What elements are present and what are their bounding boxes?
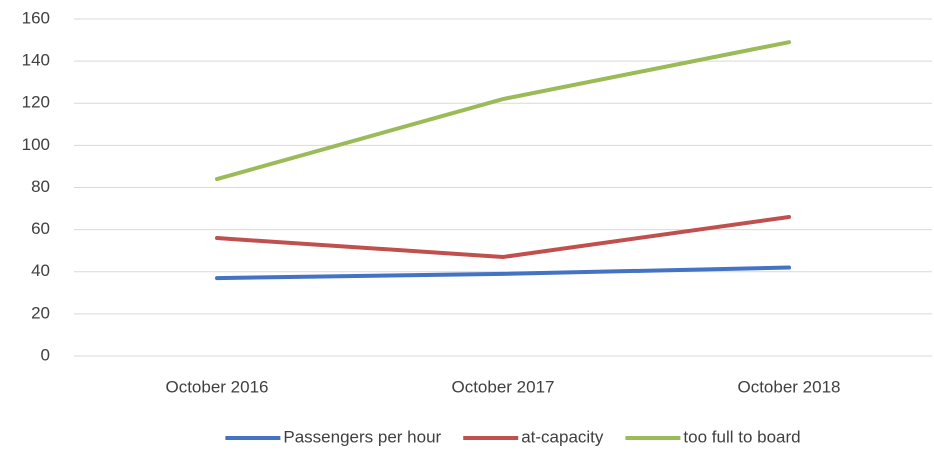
- y-tick-label: 40: [31, 261, 50, 280]
- data-line: [215, 40, 791, 182]
- x-tick-label: October 2017: [451, 377, 554, 396]
- legend-label: at-capacity: [521, 427, 604, 446]
- x-tick-label: October 2018: [737, 377, 840, 396]
- legend-label: Passengers per hour: [283, 427, 441, 446]
- y-tick-label: 20: [31, 303, 50, 322]
- legend-label: too full to board: [683, 427, 800, 446]
- y-tick-label: 160: [22, 8, 50, 27]
- data-line: [215, 265, 791, 281]
- y-tick-label: 0: [41, 345, 50, 364]
- y-tick-label: 140: [22, 51, 50, 70]
- y-tick-label: 120: [22, 93, 50, 112]
- x-tick-label: October 2016: [165, 377, 268, 396]
- data-line: [215, 214, 791, 260]
- y-tick-label: 80: [31, 177, 50, 196]
- y-tick-label: 100: [22, 135, 50, 154]
- y-tick-label: 60: [31, 219, 50, 238]
